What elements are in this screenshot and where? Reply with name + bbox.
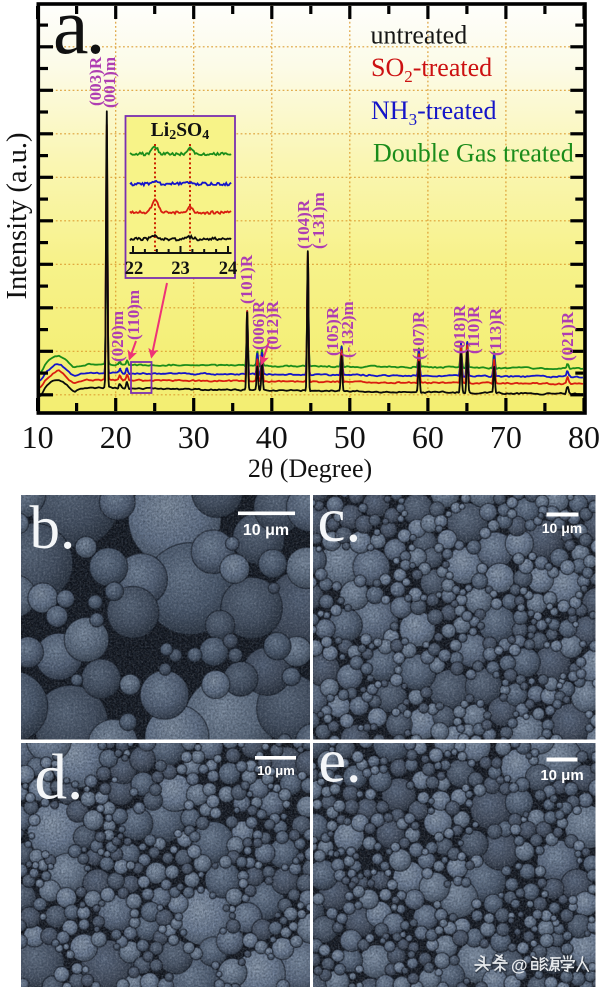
svg-text:10 μm: 10 μm: [257, 763, 295, 778]
svg-text:60: 60: [412, 419, 444, 455]
svg-text:10 μm: 10 μm: [243, 522, 289, 539]
svg-text:(003)R: (003)R: [86, 56, 105, 106]
svg-text:b.: b.: [30, 495, 76, 562]
svg-text:(018)R: (018)R: [450, 304, 469, 354]
svg-text:untreated: untreated: [371, 21, 468, 50]
svg-text:(110)R: (110)R: [464, 305, 483, 354]
svg-text:NH3-treated: NH3-treated: [371, 96, 496, 129]
svg-text:30: 30: [178, 419, 210, 455]
svg-text:SO2-treated: SO2-treated: [371, 53, 492, 86]
svg-text:(001)m: (001)m: [100, 57, 119, 108]
svg-text:@: @: [511, 956, 528, 975]
svg-text:(-131)m: (-131)m: [309, 192, 328, 249]
svg-text:(105)R: (105)R: [323, 306, 342, 356]
svg-text:(110)m: (110)m: [124, 290, 143, 340]
svg-text:24: 24: [219, 259, 238, 279]
svg-text:d.: d.: [35, 742, 84, 814]
svg-text:70: 70: [490, 419, 522, 455]
svg-text:(104)R: (104)R: [294, 199, 313, 249]
svg-text:(021)R: (021)R: [558, 311, 577, 361]
svg-text:(012)R: (012)R: [263, 300, 282, 350]
svg-text:Double Gas treated: Double Gas treated: [373, 139, 574, 168]
svg-text:(107)R: (107)R: [409, 310, 428, 360]
svg-text:c.: c.: [318, 495, 362, 555]
svg-text:(101)R: (101)R: [237, 254, 256, 304]
svg-text:(113)R: (113)R: [486, 307, 505, 356]
svg-text:10: 10: [22, 419, 54, 455]
svg-text:10 μm: 10 μm: [542, 520, 582, 536]
svg-text:50: 50: [334, 419, 366, 455]
svg-text:(020)m: (020)m: [108, 311, 127, 362]
svg-text:(-132)m: (-132)m: [338, 301, 357, 358]
svg-text:(006)R: (006)R: [249, 300, 268, 350]
svg-text:22: 22: [125, 259, 144, 279]
svg-text:23: 23: [171, 259, 190, 279]
svg-text:20: 20: [100, 419, 132, 455]
svg-text:40: 40: [256, 419, 288, 455]
svg-text:e.: e.: [319, 728, 362, 796]
svg-text:Li2SO4: Li2SO4: [151, 120, 209, 143]
svg-text:10 μm: 10 μm: [540, 767, 583, 784]
svg-text:a.: a.: [53, 0, 103, 71]
svg-text:80: 80: [568, 419, 600, 455]
svg-text:2θ (Degree): 2θ (Degree): [248, 454, 372, 483]
svg-text:Intensity (a.u.): Intensity (a.u.): [2, 133, 33, 300]
